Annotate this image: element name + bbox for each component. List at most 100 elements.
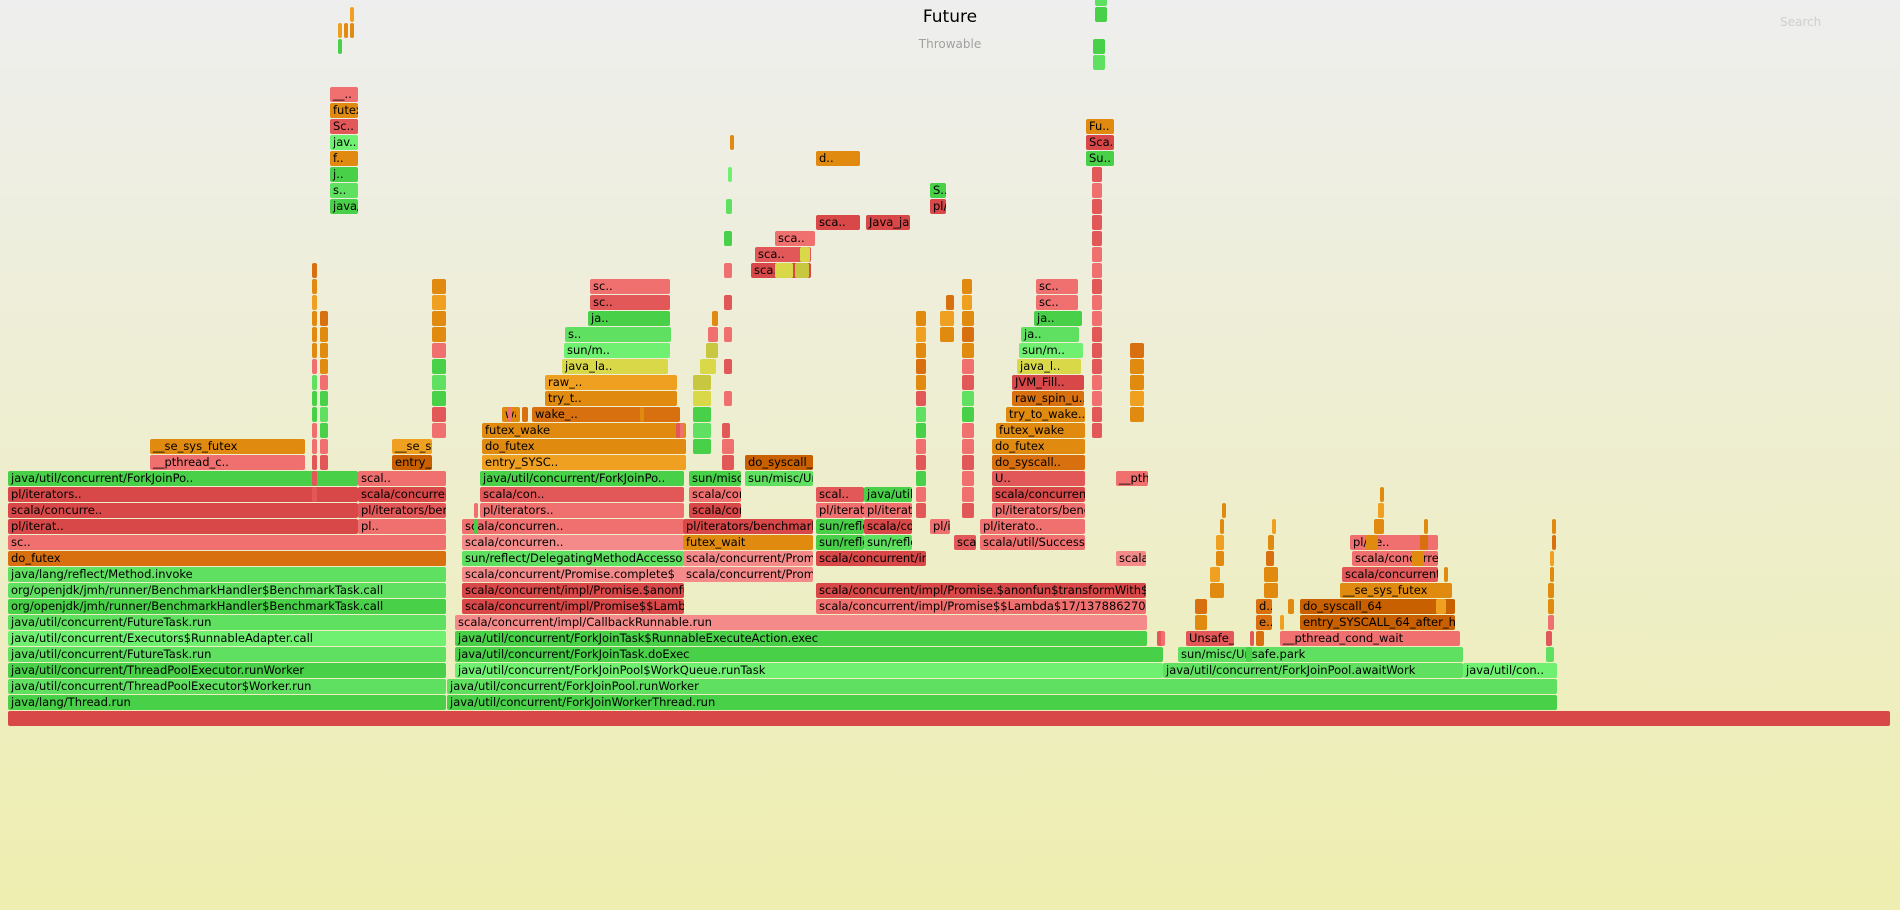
flame-frame-sliver[interactable]: [726, 199, 732, 214]
flame-frame-sliver[interactable]: [962, 503, 974, 518]
flame-frame[interactable]: pl/iterators/benchmarks/FutBenchmark$.aw…: [992, 503, 1085, 518]
flame-frame[interactable]: java/util/concurrent/ForkJoinTask.doExec: [455, 647, 1163, 662]
flame-frame-sliver[interactable]: [962, 327, 974, 342]
flame-frame-sliver[interactable]: [916, 423, 926, 438]
flame-frame-sliver[interactable]: [724, 359, 732, 374]
flame-frame-sliver[interactable]: [916, 455, 926, 470]
flame-frame[interactable]: sun/reflect/GeneratedMethodAccessor3.inv…: [816, 535, 864, 550]
flame-frame-sliver[interactable]: [693, 439, 711, 454]
flame-frame-sliver[interactable]: [1092, 407, 1102, 422]
flame-frame-sliver[interactable]: [916, 407, 926, 422]
flame-frame[interactable]: scala/concurrent/impl/Promise$D..: [864, 519, 912, 534]
flame-frame[interactable]: scala/concurrent/Promise.complete$: [683, 567, 813, 582]
flame-frame[interactable]: sc..: [590, 295, 670, 310]
flame-frame[interactable]: scala/concurrent/impl/CallbackR..: [689, 503, 741, 518]
flame-frame-sliver[interactable]: [1092, 359, 1102, 374]
flame-frame-sliver[interactable]: [1130, 391, 1144, 406]
flame-frame-sliver[interactable]: [916, 327, 926, 342]
flame-frame-sliver[interactable]: [1130, 375, 1144, 390]
flame-frame-sliver[interactable]: [795, 263, 809, 278]
flame-frame-sliver[interactable]: [700, 359, 716, 374]
flame-frame-sliver[interactable]: [712, 311, 718, 326]
flame-frame-sliver[interactable]: [338, 23, 342, 38]
flame-frame[interactable]: do_syscall..: [992, 455, 1085, 470]
flame-frame-sliver[interactable]: [693, 391, 711, 406]
flame-frame[interactable]: do_syscall_64: [745, 455, 813, 470]
flame-frame-sliver[interactable]: [916, 503, 926, 518]
flame-frame-sliver[interactable]: [1216, 535, 1224, 550]
flame-frame[interactable]: futex_w..: [330, 103, 358, 118]
flame-frame[interactable]: scala/concurrent/Promise.complete$: [683, 551, 813, 566]
flame-frame-sliver[interactable]: [1092, 215, 1102, 230]
flame-frame[interactable]: java/util/concurrent/ForkJoinWorkerThrea…: [447, 695, 1557, 710]
flame-frame[interactable]: f..: [330, 151, 358, 166]
flame-frame-sliver[interactable]: [1548, 599, 1554, 614]
flame-frame[interactable]: scala/concurrent/impl/Promise$Defau..: [816, 551, 926, 566]
flame-frame-sliver[interactable]: [1550, 567, 1554, 582]
flame-frame[interactable]: d..: [1256, 599, 1272, 614]
flame-frame[interactable]: entry_SYSCALL_64_after_h..: [1300, 615, 1455, 630]
flame-frame-sliver[interactable]: [1195, 599, 1207, 614]
flame-frame-sliver[interactable]: [432, 391, 446, 406]
flame-frame[interactable]: java/lang/Thread.run: [8, 695, 446, 710]
flame-frame-sliver[interactable]: [320, 455, 328, 470]
flame-frame-sliver[interactable]: [1092, 423, 1102, 438]
flame-frame[interactable]: __se_sys..: [392, 439, 432, 454]
flame-frame-sliver[interactable]: [432, 423, 446, 438]
flame-frame-sliver[interactable]: [320, 391, 328, 406]
flame-frame-sliver[interactable]: [1095, 7, 1107, 22]
flame-frame[interactable]: do_futex: [482, 439, 686, 454]
flame-frame[interactable]: pl/iterat..: [930, 199, 946, 214]
flame-frame-sliver[interactable]: [1246, 647, 1252, 662]
flame-frame-sliver[interactable]: [1420, 535, 1428, 550]
flame-frame-sliver[interactable]: [432, 343, 446, 358]
flame-frame[interactable]: raw_spin_u..: [1012, 391, 1084, 406]
flame-frame[interactable]: do_futex: [8, 551, 446, 566]
flame-frame-sliver[interactable]: [962, 407, 974, 422]
flame-frame[interactable]: scala/concurrent/impl/Pr..: [992, 487, 1085, 502]
flame-frame-sliver[interactable]: [640, 407, 644, 422]
flame-frame[interactable]: java/util/concurrent/ForkJoinPo..: [480, 471, 684, 486]
flame-frame[interactable]: java/util/concurrent/ForkJoinPool.awaitW…: [1163, 663, 1463, 678]
flame-frame-sliver[interactable]: [1157, 631, 1163, 646]
flame-frame-sliver[interactable]: [1210, 583, 1224, 598]
flame-frame[interactable]: scala/concurrent/impl/Execution..: [358, 487, 446, 502]
flame-frame-sliver[interactable]: [724, 231, 732, 246]
flame-frame-sliver[interactable]: [1093, 55, 1105, 70]
flame-frame-sliver[interactable]: [916, 343, 926, 358]
flame-frame[interactable]: do_futex: [992, 439, 1085, 454]
flame-frame-sliver[interactable]: [680, 423, 684, 438]
flame-frame-sliver[interactable]: [432, 375, 446, 390]
flame-frame[interactable]: scala/concurrent/Promise.complete$: [462, 567, 684, 582]
flame-frame-sliver[interactable]: [1092, 199, 1102, 214]
flame-frame-sliver[interactable]: [1093, 39, 1105, 54]
flame-frame-sliver[interactable]: [1161, 631, 1165, 646]
flame-frame[interactable]: __se_sys_futex: [150, 439, 305, 454]
flame-frame-sliver[interactable]: [1546, 647, 1554, 662]
flame-frame-sliver[interactable]: [350, 7, 354, 22]
flame-frame[interactable]: entry_SYSCALL_64_aft..: [392, 455, 432, 470]
flame-frame-sliver[interactable]: [1552, 535, 1556, 550]
flame-frame[interactable]: sun/misc/Unsafe.unpark: [689, 471, 741, 486]
flame-frame[interactable]: java/util/concurrent/Executors$RunnableA…: [8, 631, 446, 646]
flame-frame[interactable]: sca..: [775, 231, 815, 246]
flame-frame[interactable]: __se_sys_futex: [1340, 583, 1452, 598]
flame-frame-sliver[interactable]: [1548, 615, 1554, 630]
flame-frame[interactable]: java/util/concurrent/ThreadPoolExecutor.…: [8, 663, 446, 678]
flame-frame-sliver[interactable]: [1374, 519, 1384, 534]
flame-frame[interactable]: Sca..: [1086, 135, 1114, 150]
flame-frame-sliver[interactable]: [724, 295, 732, 310]
flame-frame[interactable]: scala/concurrent/impl/Promise$$Lambda$17…: [816, 599, 1146, 614]
flame-frame-sliver[interactable]: [312, 423, 317, 438]
flame-frame[interactable]: pl/iterato..: [816, 503, 864, 518]
flame-frame[interactable]: JVM_Fill..: [1012, 375, 1084, 390]
flame-frame[interactable]: s..: [330, 183, 358, 198]
flame-frame[interactable]: sun/misc/Unsafe.park: [1178, 647, 1463, 662]
flame-frame-sliver[interactable]: [962, 391, 974, 406]
flame-frame-sliver[interactable]: [1216, 551, 1224, 566]
flame-frame-sliver[interactable]: [312, 391, 317, 406]
flame-frame[interactable]: scala/concurrent/Futu..: [1352, 551, 1438, 566]
flame-frame-sliver[interactable]: [676, 423, 680, 438]
flame-frame-sliver[interactable]: [312, 375, 317, 390]
flame-frame-sliver[interactable]: [916, 471, 926, 486]
